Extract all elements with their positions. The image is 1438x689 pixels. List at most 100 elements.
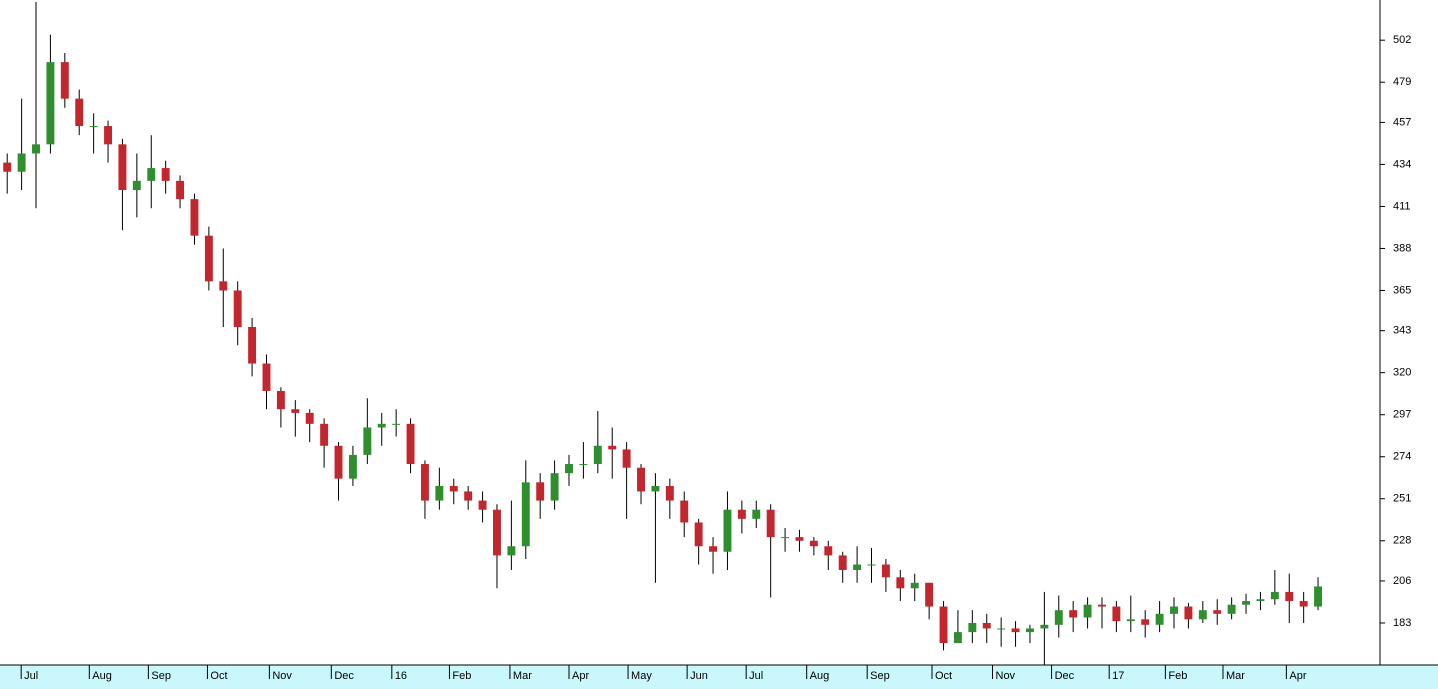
candle-body bbox=[723, 509, 732, 552]
candle-body bbox=[896, 577, 905, 589]
x-tick-label: May bbox=[631, 670, 652, 682]
candle-body bbox=[1213, 610, 1222, 614]
candle-body bbox=[665, 485, 674, 501]
candle-body bbox=[32, 144, 40, 154]
candle-body bbox=[248, 327, 257, 364]
candle-body bbox=[1025, 628, 1034, 633]
candle-body bbox=[622, 449, 631, 468]
candle-body bbox=[176, 180, 185, 200]
x-tick-label: Mar bbox=[1226, 670, 1245, 682]
candle-body bbox=[838, 555, 847, 570]
candle-body bbox=[1011, 628, 1020, 633]
x-tick-label: Jul bbox=[749, 670, 763, 682]
candle-body bbox=[752, 509, 761, 519]
candle-body bbox=[1184, 606, 1193, 620]
candle-body bbox=[46, 62, 55, 145]
candle-body bbox=[781, 537, 790, 539]
candle-body bbox=[17, 153, 26, 172]
candle-body bbox=[1198, 610, 1207, 620]
candle-body bbox=[953, 632, 962, 644]
candle-body bbox=[521, 482, 530, 547]
x-tick-label: Jul bbox=[24, 670, 38, 682]
x-tick-label: Aug bbox=[810, 670, 830, 682]
candle-body bbox=[1126, 619, 1135, 622]
x-tick-label: Dec bbox=[1055, 670, 1075, 682]
x-tick-label: Jun bbox=[690, 670, 708, 682]
candle-body bbox=[363, 427, 372, 455]
candle-body bbox=[795, 537, 804, 541]
candle-body bbox=[680, 500, 689, 523]
candle-body bbox=[420, 464, 429, 501]
y-tick-label: 251 bbox=[1393, 493, 1411, 505]
candle-body bbox=[104, 126, 112, 145]
candle-body bbox=[593, 445, 602, 465]
y-tick-label: 343 bbox=[1393, 325, 1411, 337]
candle-body bbox=[1054, 610, 1063, 625]
candle-body bbox=[3, 162, 12, 172]
candle-body bbox=[132, 180, 141, 190]
candle-body bbox=[651, 485, 660, 492]
y-tick-label: 502 bbox=[1393, 34, 1411, 46]
x-tick-label: Oct bbox=[210, 670, 227, 682]
candle-body bbox=[982, 622, 991, 629]
x-tick-label: 16 bbox=[395, 670, 407, 682]
candle-body bbox=[1112, 606, 1121, 622]
x-tick-label: Mar bbox=[513, 670, 532, 682]
candle-body bbox=[809, 540, 818, 547]
candle-body bbox=[320, 423, 329, 446]
candle-body bbox=[233, 290, 242, 328]
y-tick-label: 411 bbox=[1393, 200, 1411, 212]
candle-body bbox=[1299, 601, 1308, 607]
x-tick-label: Oct bbox=[935, 670, 952, 682]
candle-body bbox=[60, 62, 69, 99]
candle-body bbox=[853, 564, 862, 570]
candle-body bbox=[190, 199, 199, 236]
candle-body bbox=[694, 522, 703, 547]
y-tick-label: 228 bbox=[1393, 535, 1411, 547]
y-tick-label: 297 bbox=[1393, 409, 1411, 421]
candle-body bbox=[968, 622, 977, 633]
candle-body bbox=[435, 485, 444, 501]
candle-body bbox=[262, 363, 271, 391]
candle-body bbox=[1083, 604, 1092, 618]
y-tick-label: 206 bbox=[1393, 575, 1411, 587]
candle-body bbox=[493, 509, 501, 556]
candle-body bbox=[449, 485, 458, 492]
candle-body bbox=[1141, 619, 1150, 625]
candle-body bbox=[334, 445, 343, 479]
candle-body bbox=[766, 509, 775, 538]
candle-body bbox=[75, 98, 84, 127]
candle-body bbox=[1314, 586, 1323, 607]
candle-body bbox=[1285, 591, 1294, 602]
candle-body bbox=[291, 409, 300, 413]
y-tick-label: 365 bbox=[1393, 284, 1411, 296]
candle-body bbox=[161, 168, 170, 181]
candle-body bbox=[1040, 624, 1049, 629]
candle-body bbox=[867, 564, 876, 566]
candle-body bbox=[536, 482, 545, 501]
x-tick-label: Dec bbox=[334, 670, 354, 682]
candle-body bbox=[579, 464, 588, 466]
candle-body bbox=[709, 546, 718, 552]
x-tick-label: Apr bbox=[1289, 670, 1306, 682]
candle-body bbox=[824, 546, 833, 556]
candle-body bbox=[608, 445, 617, 450]
candle-body bbox=[392, 423, 401, 425]
candle-body bbox=[565, 464, 573, 474]
x-tick-label: Nov bbox=[272, 670, 292, 682]
candle-body bbox=[348, 454, 357, 479]
y-tick-label: 434 bbox=[1393, 158, 1411, 170]
candle-body bbox=[881, 564, 890, 578]
candle-body bbox=[1069, 610, 1078, 618]
candle-body bbox=[1256, 599, 1265, 602]
candle-body bbox=[89, 126, 98, 128]
candle-body bbox=[939, 606, 948, 644]
x-tick-label: Aug bbox=[92, 670, 112, 682]
x-axis-strip bbox=[0, 665, 1438, 689]
candle-body bbox=[406, 423, 415, 465]
x-tick-label: Sep bbox=[151, 670, 171, 682]
candle-body bbox=[1242, 601, 1250, 605]
candle-body bbox=[377, 423, 386, 428]
candle-body bbox=[276, 390, 285, 410]
